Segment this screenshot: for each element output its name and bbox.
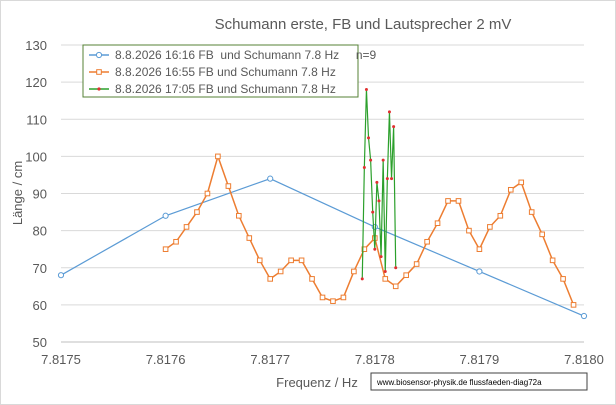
series-1-point-31 bbox=[487, 224, 493, 230]
series-2-point-6 bbox=[373, 247, 377, 251]
series-1-point-0 bbox=[162, 246, 169, 252]
series-1-point-21 bbox=[382, 276, 389, 282]
series-1-point-29 bbox=[466, 227, 472, 234]
chart-title: Schumann erste, FB und Lautsprecher 2 mV bbox=[215, 16, 512, 33]
series-1-point-3 bbox=[194, 209, 200, 215]
series-1-point-15 bbox=[319, 294, 326, 301]
watermark-text: www.biosensor-physik.de flussfaeden-diag… bbox=[376, 378, 542, 387]
series-2-point-15 bbox=[392, 125, 396, 129]
series-0-point-1 bbox=[162, 212, 169, 219]
x-tick-label-4: 7.8179 bbox=[460, 352, 500, 367]
series-1-point-9 bbox=[256, 257, 263, 264]
legend-marker-2 bbox=[97, 87, 101, 91]
series-1-point-7 bbox=[236, 212, 242, 219]
series-1-point-36 bbox=[539, 231, 545, 238]
legend-label-0: 8.8.2026 16:16 FB und Schumann 7.8 Hz n=… bbox=[115, 48, 377, 62]
x-tick-label-5: 7.8180 bbox=[564, 352, 604, 367]
series-2-point-13 bbox=[387, 110, 391, 114]
series-1-point-35 bbox=[528, 209, 535, 215]
legend-box bbox=[82, 44, 359, 98]
y-tick-label-6: 110 bbox=[26, 112, 47, 127]
series-1-point-5 bbox=[215, 153, 221, 160]
series-2-point-7 bbox=[375, 180, 379, 184]
y-tick-label-0: 50 bbox=[33, 335, 47, 350]
x-tick-label-2: 7.8177 bbox=[250, 352, 290, 367]
legend-label-2: 8.8.2026 17:05 FB und Schumann 7.8 Hz bbox=[115, 82, 336, 96]
series-1-point-34 bbox=[518, 179, 525, 186]
series-2-point-1 bbox=[362, 166, 366, 170]
series-1-point-32 bbox=[497, 212, 504, 219]
series-2-point-4 bbox=[369, 158, 373, 162]
series-0-point-0 bbox=[57, 272, 65, 279]
series-2-point-9 bbox=[379, 255, 383, 259]
series-2-point-5 bbox=[371, 210, 375, 214]
series-0-point-2 bbox=[267, 175, 274, 182]
series-1-point-26 bbox=[434, 220, 441, 226]
series-2-point-10 bbox=[381, 158, 385, 162]
series-1-point-1 bbox=[173, 238, 179, 245]
series-1-point-12 bbox=[288, 257, 294, 264]
x-tick-label-3: 7.8178 bbox=[355, 352, 395, 367]
series-1-point-17 bbox=[340, 294, 347, 301]
series-1-point-37 bbox=[549, 257, 556, 264]
series-1-point-14 bbox=[309, 276, 315, 282]
legend-marker-0 bbox=[95, 51, 103, 59]
watermark-box bbox=[370, 372, 588, 391]
series-line-0 bbox=[60, 178, 585, 317]
legend-label-1: 8.8.2026 16:55 FB und Schumann 7.8 Hz bbox=[115, 65, 336, 79]
series-2-point-14 bbox=[390, 177, 394, 181]
series-1-point-18 bbox=[351, 268, 357, 275]
series-1-point-30 bbox=[476, 246, 483, 252]
series-1-point-25 bbox=[424, 238, 430, 245]
series-1-point-13 bbox=[298, 257, 305, 264]
series-1-point-6 bbox=[225, 183, 232, 189]
series-1-point-27 bbox=[445, 198, 451, 204]
series-1-point-24 bbox=[413, 261, 420, 267]
x-axis-label: Frequenz / Hz bbox=[276, 375, 358, 390]
series-2-point-0 bbox=[360, 277, 364, 281]
x-tick-label-0: 7.8175 bbox=[41, 352, 81, 367]
y-tick-label-4: 90 bbox=[33, 187, 47, 202]
series-2-point-12 bbox=[385, 177, 389, 181]
series-2-point-3 bbox=[367, 136, 371, 140]
series-1-point-19 bbox=[361, 246, 368, 252]
series-2-point-11 bbox=[383, 269, 387, 273]
y-tick-label-8: 130 bbox=[25, 38, 47, 53]
series-1-point-16 bbox=[330, 298, 336, 304]
y-axis-label: Länge / cm bbox=[10, 161, 25, 225]
y-tick-label-5: 100 bbox=[25, 149, 47, 164]
series-0-point-4 bbox=[476, 268, 483, 275]
series-1-point-11 bbox=[277, 268, 284, 275]
series-0-point-5 bbox=[580, 312, 588, 320]
series-line-1 bbox=[165, 153, 575, 306]
series-1-point-8 bbox=[246, 235, 253, 241]
series-1-point-39 bbox=[570, 302, 577, 308]
series-1-point-4 bbox=[204, 190, 211, 197]
series-1-point-2 bbox=[183, 224, 190, 230]
y-tick-label-1: 60 bbox=[33, 298, 47, 313]
series-1-point-23 bbox=[403, 272, 409, 278]
y-tick-label-7: 120 bbox=[25, 75, 47, 90]
y-tick-label-3: 80 bbox=[33, 224, 47, 239]
series-2-point-8 bbox=[377, 199, 381, 203]
y-tick-label-2: 70 bbox=[33, 261, 47, 276]
legend-marker-1 bbox=[96, 69, 102, 75]
series-1-point-33 bbox=[507, 186, 514, 193]
series-1-point-28 bbox=[455, 198, 462, 204]
series-line-2 bbox=[361, 89, 397, 279]
x-tick-label-1: 7.8176 bbox=[146, 352, 186, 367]
series-2-point-2 bbox=[364, 88, 368, 92]
series-1-point-38 bbox=[560, 276, 566, 282]
series-1-point-10 bbox=[267, 276, 273, 282]
series-1-point-22 bbox=[392, 283, 399, 290]
series-2-point-16 bbox=[394, 266, 398, 270]
